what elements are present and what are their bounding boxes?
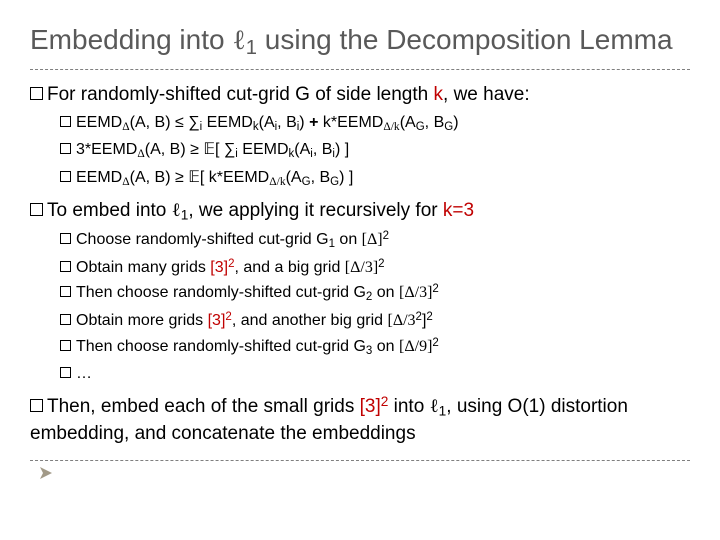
bullet-for: For randomly-shifted cut-grid G of side … [30, 82, 690, 108]
checkbox-icon [60, 116, 71, 127]
checkbox-icon [60, 286, 71, 297]
checkbox-icon [60, 340, 71, 351]
bullet-obtain-many: Obtain many grids [3]2, and a big grid [… [60, 257, 690, 279]
title-part2: using the Decomposition Lemma [257, 24, 673, 55]
bullet-toembed: To embed into ℓ1, we applying it recursi… [30, 198, 690, 225]
title-sub1: 1 [246, 37, 257, 59]
for-prefix: For [47, 84, 76, 105]
arrow-icon [40, 467, 690, 479]
title-part1: Embedding into [30, 24, 232, 55]
bullet-eq2: 3*EEMDΔ(A, B) ≥ 𝔼[ ∑i EEMDk(Ai, Bi) ] [60, 139, 690, 162]
for-k: k [434, 84, 444, 105]
checkbox-icon [60, 233, 71, 244]
bullet-choose-g2: Then choose randomly-shifted cut-grid G2… [60, 282, 690, 306]
bullet-choose-g1: Choose randomly-shifted cut-grid G1 on [… [60, 229, 690, 253]
bullet-eq1: EEMDΔ(A, B) ≤ ∑i EEMDk(Ai, Bi) + k*EEMDΔ… [60, 112, 690, 135]
for-text: randomly-shifted cut-grid G of side leng… [76, 84, 434, 105]
checkbox-icon [60, 261, 71, 272]
checkbox-icon [30, 399, 43, 412]
bullet-choose-g3: Then choose randomly-shifted cut-grid G3… [60, 336, 690, 360]
bullet-obtain-more: Obtain more grids [3]2, and another big … [60, 310, 690, 332]
checkbox-icon [60, 314, 71, 325]
checkbox-icon [30, 203, 43, 216]
checkbox-icon [60, 367, 71, 378]
bullet-then: Then, embed each of the small grids [3]2… [30, 393, 690, 447]
checkbox-icon [30, 87, 43, 100]
slide-title: Embedding into ℓ1 using the Decompositio… [30, 22, 690, 61]
bullet-eq3: EEMDΔ(A, B) ≥ 𝔼[ k*EEMDΔ/k(AG, BG) ] [60, 167, 690, 190]
bottom-divider [30, 460, 690, 461]
checkbox-icon [60, 171, 71, 182]
for-tail: , we have: [443, 84, 530, 105]
title-ell: ℓ [232, 25, 245, 56]
checkbox-icon [60, 143, 71, 154]
bullet-ellipsis: … [60, 363, 690, 385]
title-divider [30, 69, 690, 70]
